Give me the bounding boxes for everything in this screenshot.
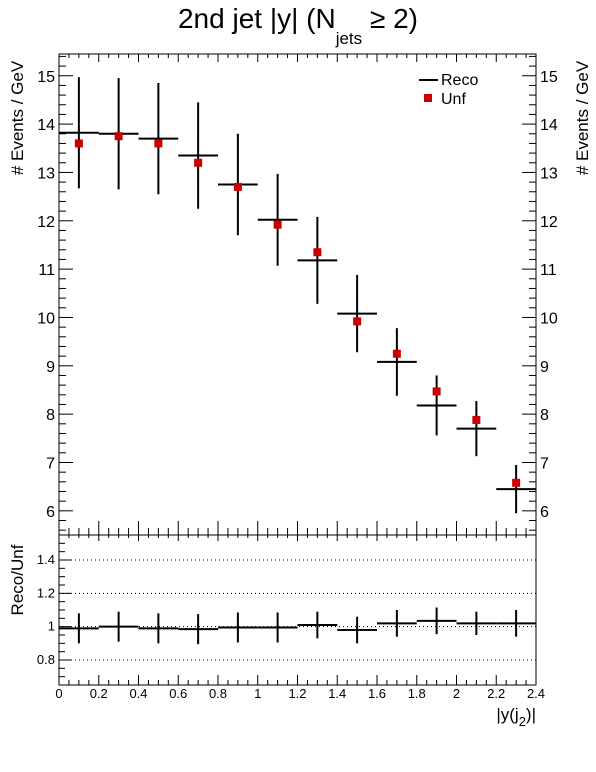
ratio-plot-frame xyxy=(58,534,537,686)
unf-point xyxy=(273,220,282,229)
y-tick-label-left: 7 xyxy=(46,455,55,472)
legend: Reco Unf xyxy=(419,72,478,108)
x-tick-label: 0.8 xyxy=(209,686,227,701)
unf-point xyxy=(512,478,521,487)
ratio-y-tick-label: 0.8 xyxy=(37,652,55,667)
x-axis-label-subscript: 2 xyxy=(519,714,526,729)
x-tick-label: 1.2 xyxy=(288,686,306,701)
ratio-y-tick-label: 1 xyxy=(48,619,55,634)
y-tick-label-right: 14 xyxy=(540,117,558,134)
unf-point xyxy=(194,158,203,167)
x-tick-label: 1 xyxy=(254,686,261,701)
x-tick-label: 1.6 xyxy=(368,686,386,701)
unf-point xyxy=(472,415,481,424)
y-axis-label-left: # Events / GeV xyxy=(8,60,27,175)
ratio-series xyxy=(59,607,536,645)
unf-series xyxy=(74,132,521,487)
x-tick-label: 0 xyxy=(55,686,62,701)
x-axis-label: |y(j2)| xyxy=(496,705,536,729)
ratio-y-tick-label: 1.2 xyxy=(37,585,55,600)
unf-point xyxy=(353,317,362,326)
y-tick-label-right: 10 xyxy=(540,310,558,327)
unf-point xyxy=(432,387,441,396)
y-tick-label-left: 9 xyxy=(46,359,55,376)
axis-ticks: 0 0.2 0.4 0.6 0.8 1 1.2 1.4 1.6 1.8 2 2.2 2.4 6 6 7 7 8 8 9… xyxy=(37,54,558,701)
ratio-y-axis-label: Reco/Unf xyxy=(8,544,27,615)
x-tick-label: 0.4 xyxy=(129,686,147,701)
x-axis-label-suffix: )| xyxy=(526,705,536,724)
y-tick-label-right: 12 xyxy=(540,214,558,231)
y-tick-label-right: 13 xyxy=(540,165,558,182)
x-tick-label: 0.6 xyxy=(169,686,187,701)
y-axis-label-right: # Events / GeV xyxy=(573,60,592,175)
unf-point xyxy=(114,132,123,141)
chart-title-text: 2nd jet |y| (N xyxy=(178,3,336,34)
unf-point xyxy=(154,139,163,148)
reco-series xyxy=(59,77,536,514)
y-tick-label-left: 14 xyxy=(37,117,55,134)
main-plot-frame xyxy=(58,53,537,536)
unf-point xyxy=(74,139,83,148)
y-tick-label-right: 7 xyxy=(540,455,549,472)
unf-point xyxy=(313,248,322,257)
x-axis-label-text: |y(j xyxy=(496,705,518,724)
chart-title-suffix: ≥ 2) xyxy=(362,3,418,34)
y-tick-label-right: 6 xyxy=(540,504,549,521)
x-tick-label: 0.2 xyxy=(90,686,108,701)
unf-point xyxy=(392,349,401,358)
y-tick-label-right: 9 xyxy=(540,359,549,376)
y-tick-label-left: 8 xyxy=(46,407,55,424)
x-tick-label: 1.4 xyxy=(328,686,346,701)
x-tick-label: 2 xyxy=(453,686,460,701)
y-tick-label-left: 12 xyxy=(37,214,55,231)
legend-reco-label: Reco xyxy=(441,72,478,89)
ratio-y-tick-label: 1.4 xyxy=(37,552,55,567)
y-tick-label-left: 15 xyxy=(37,69,55,86)
y-tick-label-left: 10 xyxy=(37,310,55,327)
y-tick-label-right: 15 xyxy=(540,69,558,86)
y-tick-label-right: 8 xyxy=(540,407,549,424)
legend-unf-label: Unf xyxy=(441,91,466,108)
y-tick-label-left: 6 xyxy=(46,504,55,521)
x-tick-label: 2.4 xyxy=(527,686,545,701)
x-tick-label: 1.8 xyxy=(408,686,426,701)
y-tick-label-right: 11 xyxy=(540,262,557,279)
ratio-gridlines xyxy=(59,559,536,661)
legend-unf-marker xyxy=(424,94,432,102)
x-tick-label: 2.2 xyxy=(487,686,505,701)
unf-point xyxy=(233,182,242,191)
chart-title: 2nd jet |y| (Njets ≥ 2) xyxy=(178,3,418,48)
y-tick-label-left: 13 xyxy=(37,165,55,182)
y-tick-label-left: 11 xyxy=(38,262,55,279)
chart-title-subscript: jets xyxy=(335,29,362,48)
